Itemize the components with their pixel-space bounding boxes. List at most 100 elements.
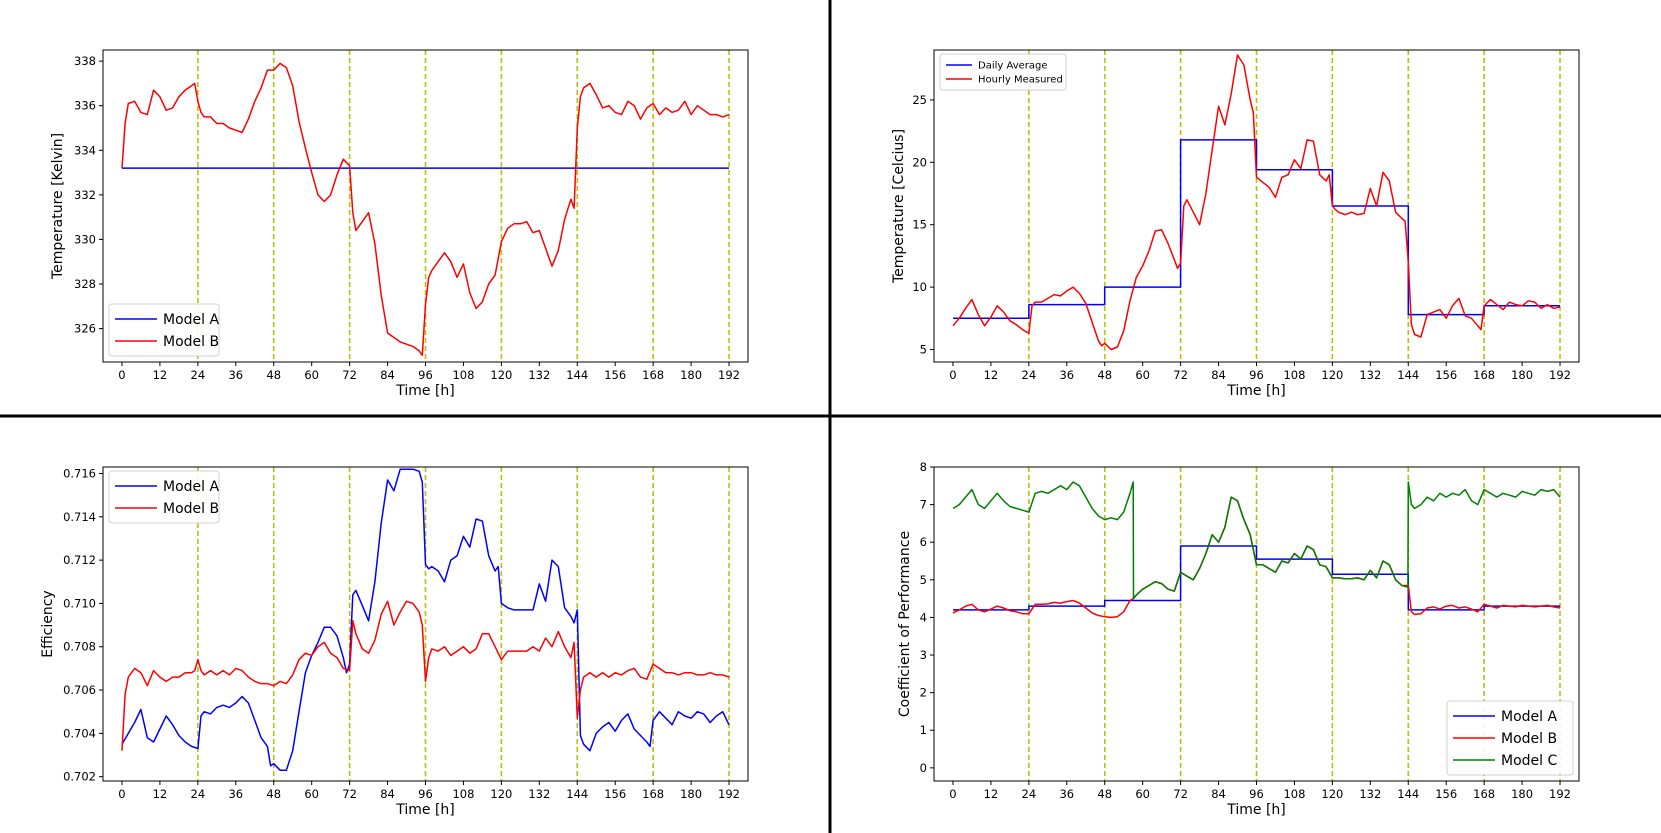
legend: Model A Model B [108,470,220,524]
chart-top-left: 0 12 24 36 48 60 72 84 96 108 120 132 144 156 168 180 19… [50,49,749,399]
series-line-hourly-measured [952,54,1561,351]
y-tick-label: 0.706 [63,683,96,697]
series-group [121,468,730,771]
chart-bottom-right: 0 12 24 36 48 60 72 84 96 108 120 132 144 156 168 180 19… [897,460,1580,818]
x-tick-label: 192 [718,368,740,382]
legend-box [108,470,220,524]
legend-box [939,53,1067,91]
y-tick-label: 326 [74,322,96,336]
x-tick-label: 72 [342,787,357,801]
x-tick-label: 120 [490,368,512,382]
x-tick-label: 48 [266,787,281,801]
y-tick-label: 0.710 [63,596,96,610]
y-tick-label: 0.702 [63,770,96,784]
x-tick-label: 132 [528,368,550,382]
y-tick-label: 332 [74,188,96,202]
y-tick-label: 0 [920,761,927,775]
x-axis-label: Time [h] [395,383,455,399]
x-tick-label: 12 [153,787,168,801]
x-tick-label: 144 [1397,368,1419,382]
x-tick-label: 48 [1097,368,1112,382]
y-tick-label: 2 [920,686,927,700]
x-tick-label: 156 [1435,368,1457,382]
x-tick-label: 24 [191,787,206,801]
legend-label: Model C [1501,753,1557,769]
y-tick-label: 5 [920,343,927,357]
x-tick-label: 24 [191,368,206,382]
y-tick-label: 0.704 [63,726,96,740]
series-group [952,481,1561,619]
series-group [952,54,1561,351]
x-tick-label: 96 [1249,787,1264,801]
x-tick-label: 96 [418,787,433,801]
y-axis-label: Temperature [Celcius] [891,129,907,284]
x-tick-label: 84 [1211,787,1226,801]
x-tick-label: 192 [718,787,740,801]
x-tick-label: 60 [1135,368,1150,382]
x-tick-label: 168 [642,787,664,801]
x-tick-label: 168 [1473,787,1495,801]
x-tick-label: 0 [949,368,956,382]
y-tick-label: 0.708 [63,640,96,654]
y-tick-label: 330 [74,232,96,246]
x-tick-label: 84 [380,787,395,801]
y-tick-label: 15 [912,218,927,232]
x-tick-label: 192 [1549,787,1571,801]
x-tick-label: 72 [342,368,357,382]
x-tick-label: 108 [452,787,474,801]
y-axis-label: Temperature [Kelvin] [50,133,66,280]
x-tick-label: 168 [642,368,664,382]
x-tick-label: 36 [228,368,243,382]
x-tick-label: 84 [1211,368,1226,382]
x-tick-label: 60 [1135,787,1150,801]
legend-label: Model A [163,312,219,328]
y-tick-label: 338 [74,54,96,68]
y-tick-label: 25 [912,93,927,107]
x-tick-label: 96 [418,368,433,382]
y-tick-label: 4 [920,610,927,624]
x-tick-label: 24 [1022,787,1037,801]
x-tick-label: 72 [1173,368,1188,382]
x-tick-label: 192 [1549,368,1571,382]
x-tick-label: 108 [1283,787,1305,801]
x-tick-label: 168 [1473,368,1495,382]
legend: Daily Average Hourly Measured [939,53,1067,91]
x-axis-label: Time [h] [1226,802,1286,818]
x-tick-label: 156 [1435,787,1457,801]
series-line-model-b [121,600,730,751]
x-tick-label: 36 [1059,368,1074,382]
x-tick-label: 180 [680,787,702,801]
legend: Model A Model B Model C [1446,700,1574,776]
x-tick-label: 48 [266,368,281,382]
x-tick-label: 132 [1359,787,1381,801]
y-tick-label: 3 [920,648,927,662]
y-tick-label: 336 [74,99,96,113]
y-tick-label: 10 [912,280,927,294]
y-axis-label: Coefficient of Performance [897,531,913,717]
x-tick-label: 156 [604,787,626,801]
y-tick-label: 0.714 [63,510,96,524]
legend-label: Model A [1501,709,1557,725]
y-tick-label: 328 [74,277,96,291]
y-tick-label: 6 [920,535,927,549]
x-tick-label: 84 [380,368,395,382]
chart-top-right: 0 12 24 36 48 60 72 84 96 108 120 132 144 156 168 180 19… [891,49,1580,399]
y-tick-label: 334 [74,143,96,157]
x-tick-label: 180 [1511,787,1533,801]
x-tick-label: 0 [118,787,125,801]
legend: Model A Model B [108,303,220,357]
x-tick-label: 48 [1097,787,1112,801]
y-tick-label: 5 [920,573,927,587]
x-tick-label: 12 [984,368,999,382]
x-tick-label: 132 [1359,368,1381,382]
x-tick-label: 144 [566,368,588,382]
x-tick-label: 12 [984,787,999,801]
x-axis-label: Time [h] [395,802,455,818]
x-tick-label: 0 [949,787,956,801]
x-tick-label: 120 [1321,787,1343,801]
x-tick-label: 108 [452,368,474,382]
series-line-model-a [121,468,730,771]
series-line-daily-average [953,139,1560,320]
x-tick-label: 156 [604,368,626,382]
x-tick-label: 24 [1022,368,1037,382]
